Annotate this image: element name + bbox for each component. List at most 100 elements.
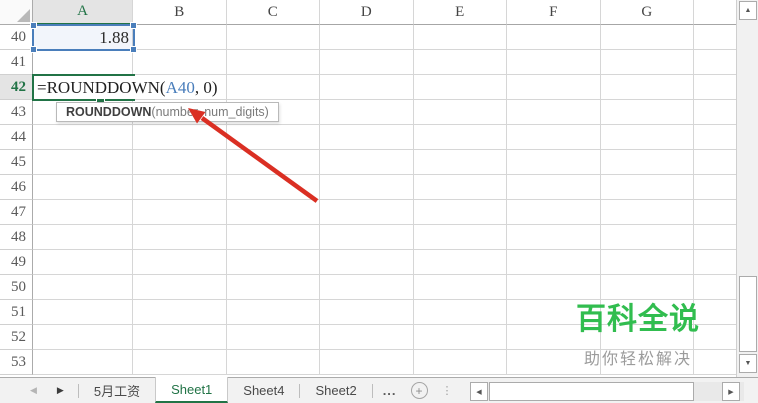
cell-A49[interactable]: [33, 250, 133, 275]
row-header-47[interactable]: 47: [0, 200, 33, 225]
column-header-D[interactable]: D: [320, 0, 414, 25]
more-sheets-button[interactable]: ...: [382, 383, 397, 398]
cell-B49[interactable]: [133, 250, 227, 275]
range-handle-icon[interactable]: [30, 46, 37, 53]
cell-G49[interactable]: [600, 250, 694, 275]
cell-F48[interactable]: [507, 225, 601, 250]
cell-A53[interactable]: [33, 350, 133, 375]
cell-B53[interactable]: [133, 350, 227, 375]
cell-F47[interactable]: [507, 200, 601, 225]
select-all-corner[interactable]: [0, 0, 33, 25]
cell-G46[interactable]: [600, 175, 694, 200]
cell-G50[interactable]: [600, 275, 694, 300]
row-header-44[interactable]: 44: [0, 125, 33, 150]
cell-F44[interactable]: [507, 125, 601, 150]
column-header-C[interactable]: C: [226, 0, 320, 25]
column-header-B[interactable]: B: [133, 0, 227, 25]
cell-C50[interactable]: [226, 275, 320, 300]
row-header-45[interactable]: 45: [0, 150, 33, 175]
cell-D53[interactable]: [320, 350, 414, 375]
cell-G41[interactable]: [600, 50, 694, 75]
cell-F46[interactable]: [507, 175, 601, 200]
cell-B46[interactable]: [133, 175, 227, 200]
next-sheet-icon[interactable]: ▶: [56, 385, 64, 395]
cell-C46[interactable]: [226, 175, 320, 200]
row-header-41[interactable]: 41: [0, 50, 33, 75]
cell-G53[interactable]: [600, 350, 694, 375]
cell-F40[interactable]: [507, 25, 601, 50]
sheet-tab-5月工资[interactable]: 5月工资: [93, 384, 141, 399]
cell-A41[interactable]: [33, 50, 133, 75]
cell-partial-41[interactable]: [694, 50, 736, 75]
cell-C53[interactable]: [226, 350, 320, 375]
row-header-52[interactable]: 52: [0, 325, 33, 350]
row-header-43[interactable]: 43: [0, 100, 33, 125]
cell-C52[interactable]: [226, 325, 320, 350]
cell-F53[interactable]: [507, 350, 601, 375]
cell-E47[interactable]: [413, 200, 507, 225]
cell-E40[interactable]: [413, 25, 507, 50]
column-header-F[interactable]: F: [507, 0, 601, 25]
add-sheet-button[interactable]: +: [410, 382, 428, 399]
cell-G40[interactable]: [600, 25, 694, 50]
cell-G42[interactable]: [600, 75, 694, 100]
cell-partial-47[interactable]: [694, 200, 736, 225]
cell-partial-43[interactable]: [694, 100, 736, 125]
cell-partial-49[interactable]: [694, 250, 736, 275]
cell-D40[interactable]: [320, 25, 414, 50]
cell-F45[interactable]: [507, 150, 601, 175]
cell-C48[interactable]: [226, 225, 320, 250]
cell-B48[interactable]: [133, 225, 227, 250]
cell-A45[interactable]: [33, 150, 133, 175]
cell-D50[interactable]: [320, 275, 414, 300]
cell-B47[interactable]: [133, 200, 227, 225]
row-header-40[interactable]: 40: [0, 25, 33, 50]
cell-G48[interactable]: [600, 225, 694, 250]
column-header-partial[interactable]: [694, 0, 736, 25]
cell-A48[interactable]: [33, 225, 133, 250]
cell-partial-45[interactable]: [694, 150, 736, 175]
cell-E49[interactable]: [413, 250, 507, 275]
cell-C44[interactable]: [226, 125, 320, 150]
cell-B40[interactable]: [133, 25, 227, 50]
cell-partial-46[interactable]: [694, 175, 736, 200]
cell-D45[interactable]: [320, 150, 414, 175]
cell-A44[interactable]: [33, 125, 133, 150]
cell-C41[interactable]: [226, 50, 320, 75]
cell-partial-50[interactable]: [694, 275, 736, 300]
cell-E53[interactable]: [413, 350, 507, 375]
range-handle-icon[interactable]: [130, 46, 137, 53]
cell-A52[interactable]: [33, 325, 133, 350]
scroll-up-icon[interactable]: ▲: [739, 1, 757, 20]
column-header-E[interactable]: E: [413, 0, 507, 25]
cell-E44[interactable]: [413, 125, 507, 150]
cell-F49[interactable]: [507, 250, 601, 275]
referenced-cell-a40[interactable]: 1.88: [30, 22, 137, 53]
range-handle-icon[interactable]: [30, 22, 37, 29]
cell-D42[interactable]: [320, 75, 414, 100]
cell-C40[interactable]: [226, 25, 320, 50]
cell-G47[interactable]: [600, 200, 694, 225]
cell-B52[interactable]: [133, 325, 227, 350]
prev-sheet-icon[interactable]: ◀: [30, 385, 37, 395]
row-header-50[interactable]: 50: [0, 275, 33, 300]
cell-partial-40[interactable]: [694, 25, 736, 50]
cell-E45[interactable]: [413, 150, 507, 175]
formula-editor[interactable]: =ROUNDDOWN(A40, 0): [37, 76, 220, 99]
column-header-A[interactable]: A: [33, 0, 133, 25]
sheet-tab-Sheet4[interactable]: Sheet4: [243, 383, 285, 398]
cell-B45[interactable]: [133, 150, 227, 175]
cell-D44[interactable]: [320, 125, 414, 150]
row-header-49[interactable]: 49: [0, 250, 33, 275]
cell-A51[interactable]: [33, 300, 133, 325]
cell-F41[interactable]: [507, 50, 601, 75]
cell-F51[interactable]: [507, 300, 601, 325]
cell-B44[interactable]: [133, 125, 227, 150]
cell-F42[interactable]: [507, 75, 601, 100]
cell-B51[interactable]: [133, 300, 227, 325]
horizontal-scrollbar-thumb[interactable]: [489, 382, 694, 401]
cell-C47[interactable]: [226, 200, 320, 225]
cell-A50[interactable]: [33, 275, 133, 300]
cell-E41[interactable]: [413, 50, 507, 75]
cell-A46[interactable]: [33, 175, 133, 200]
